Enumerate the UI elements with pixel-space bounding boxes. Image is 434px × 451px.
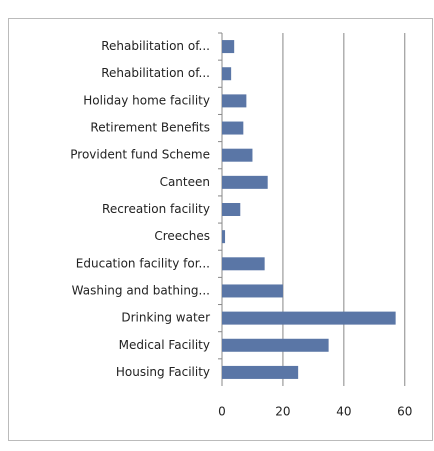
x-tick-label: 40: [336, 405, 351, 419]
y-tick-label: Drinking water: [121, 311, 210, 325]
y-tick-label: Housing Facility: [116, 365, 210, 379]
bar: [222, 203, 241, 216]
y-tick-label: Rehabilitation of...: [101, 39, 210, 53]
y-tick-label: Holiday home facility: [83, 93, 210, 107]
bar: [222, 230, 226, 244]
bar: [222, 284, 283, 298]
y-tick-label: Creeches: [154, 229, 210, 243]
y-tick-label: Canteen: [160, 175, 210, 189]
y-tick-label: Rehabilitation of...: [101, 66, 210, 80]
y-tick-label: Recreation facility: [102, 202, 210, 216]
y-tick-label: Education facility for...: [76, 256, 210, 270]
bar: [222, 311, 396, 325]
bar: [222, 175, 268, 189]
bar: [222, 67, 232, 81]
x-tick-label: 20: [275, 405, 290, 419]
y-tick-label: Washing and bathing...: [72, 283, 210, 297]
bar: [222, 365, 299, 379]
bar: [222, 148, 253, 162]
x-tick-label: 0: [218, 405, 226, 419]
bar: [222, 94, 247, 108]
y-tick-label: Retirement Benefits: [90, 121, 210, 135]
bar: [222, 40, 235, 54]
x-tick-label: 60: [397, 405, 412, 419]
bar: [222, 121, 244, 135]
bar: [222, 257, 265, 271]
y-tick-label: Provident fund Scheme: [70, 148, 210, 162]
bar: [222, 338, 329, 352]
y-tick-label: Medical Facility: [119, 338, 210, 352]
chart-frame: [8, 18, 433, 441]
